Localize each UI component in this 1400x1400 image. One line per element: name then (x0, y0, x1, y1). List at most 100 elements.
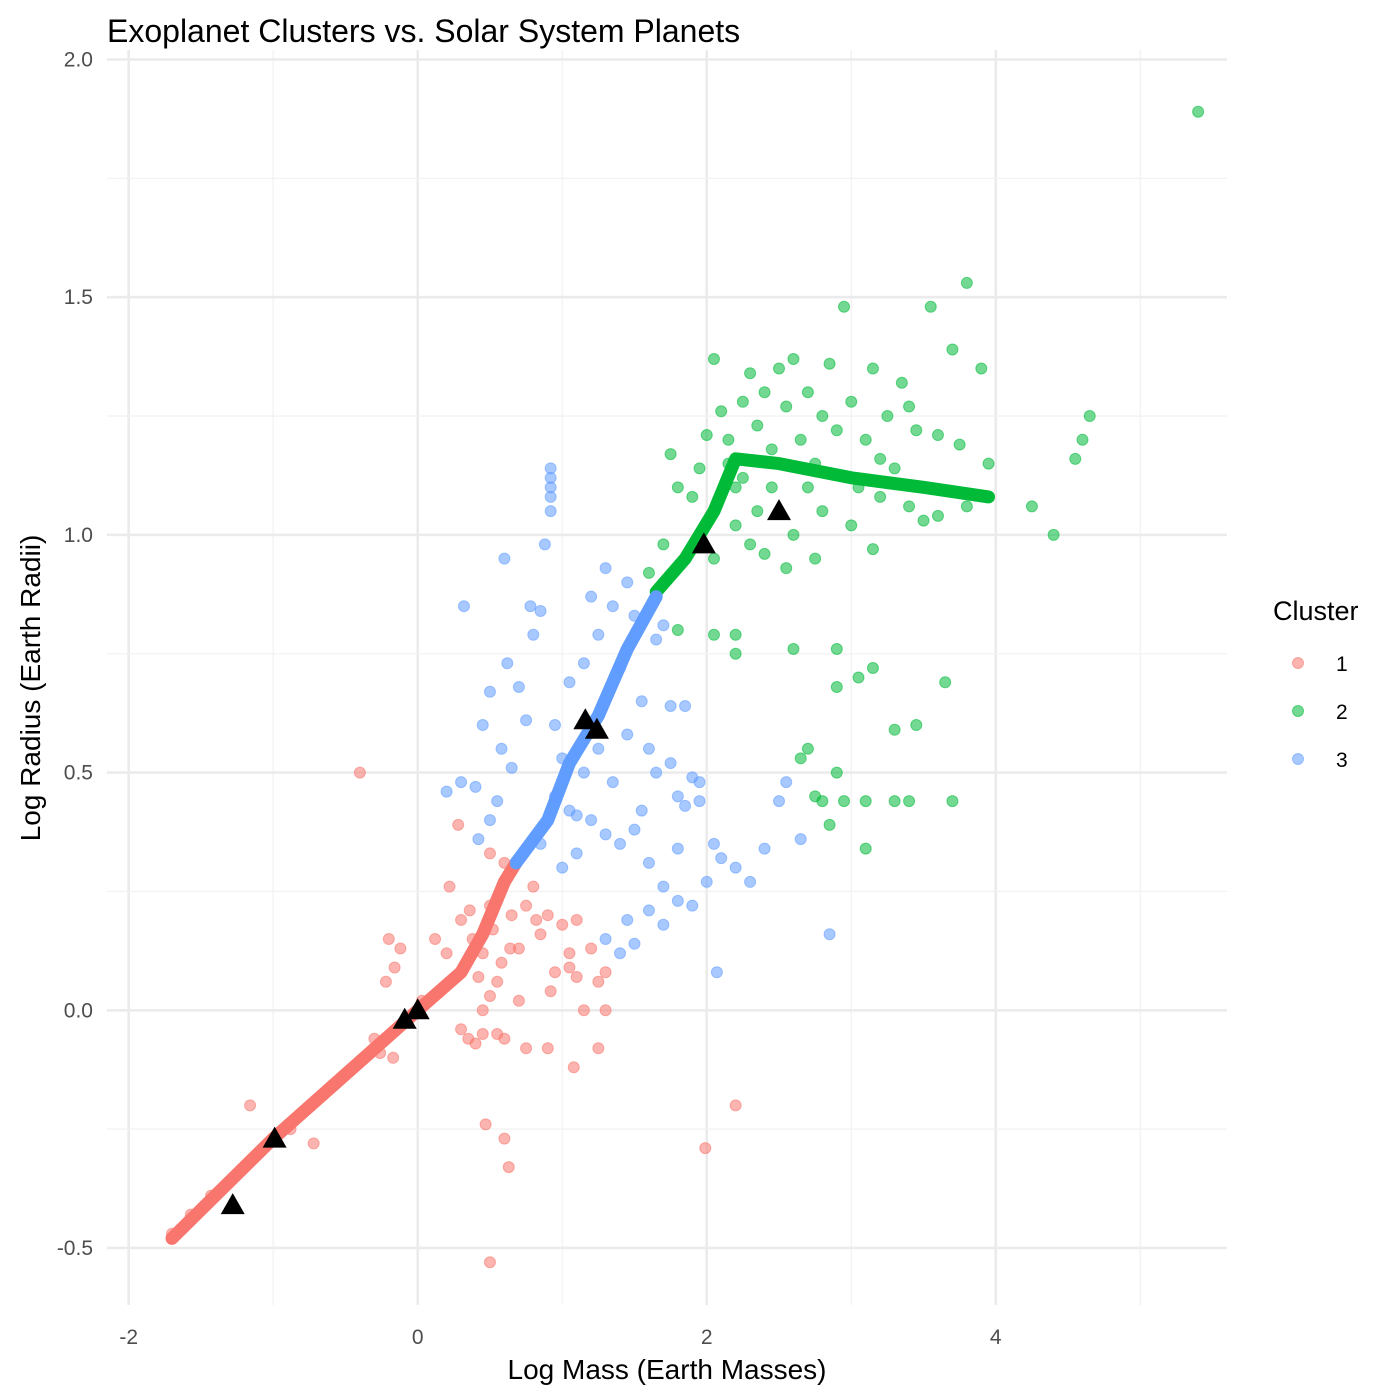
cluster-1-point (379, 975, 392, 988)
cluster-3-point (491, 795, 504, 808)
legend: Cluster 1 2 3 (1273, 596, 1359, 772)
cluster-1-point (479, 1118, 492, 1131)
cluster-2-point (765, 443, 778, 456)
cluster-1-point (556, 918, 569, 931)
cluster-1-point (577, 1004, 590, 1017)
cluster-2-point (773, 362, 785, 375)
chart-title: Exoplanet Clusters vs. Solar System Plan… (107, 13, 740, 49)
cluster-1-point (570, 970, 583, 983)
cluster-3-point (563, 676, 576, 689)
cluster-3-point (650, 633, 663, 646)
cluster-2-point (794, 433, 807, 446)
y-tick-label: 2.0 (64, 49, 93, 72)
cluster-3-point (527, 628, 540, 641)
cluster-1-point (563, 947, 576, 960)
cluster-3-point (592, 742, 605, 755)
cluster-2-point (816, 410, 829, 423)
cluster-2-point (736, 471, 749, 484)
cluster-3-point (657, 918, 670, 931)
cluster-3-point (501, 657, 514, 670)
cluster-1-point (205, 1189, 218, 1202)
cluster-2-point (780, 562, 793, 575)
cluster-3-point (780, 776, 793, 789)
cluster-2-point (931, 429, 944, 442)
x-tick-label: 4 (990, 1326, 1002, 1349)
cluster-3-point (693, 776, 706, 789)
cluster-1-point (455, 913, 468, 926)
cluster-2-point (794, 752, 807, 765)
legend-label-2: 2 (1336, 701, 1348, 724)
cluster-3-point (650, 766, 663, 779)
cluster-2-point (838, 795, 851, 808)
cluster-3-point (715, 852, 728, 865)
cluster-3-point (635, 804, 648, 817)
cluster-2-point (787, 528, 800, 541)
x-tick-label: -2 (119, 1326, 138, 1349)
cluster-1-point (495, 956, 508, 969)
cluster-2-point (736, 395, 749, 408)
cluster-1-point (472, 970, 485, 983)
cluster-1-point (570, 913, 583, 926)
y-tick-label: -0.5 (57, 1237, 93, 1260)
x-tick-label: 2 (701, 1326, 713, 1349)
cluster-1-point (483, 1256, 496, 1269)
cluster-1-point (599, 966, 612, 979)
cluster-3-point (524, 600, 537, 613)
cluster-3-point (710, 966, 723, 979)
cluster-2-point (830, 681, 843, 694)
cluster-3-point (495, 742, 508, 755)
cluster-3-point (585, 814, 598, 827)
cluster-2-point (657, 538, 670, 551)
cluster-3-point (498, 552, 511, 565)
cluster-1-point (429, 932, 442, 945)
y-tick-label: 1.0 (64, 524, 93, 547)
y-tick-label: 0.5 (64, 762, 93, 785)
cluster-3-point (512, 681, 525, 694)
cluster-1-point (505, 909, 518, 922)
cluster-2-point (707, 552, 720, 565)
cluster-1-point (549, 966, 561, 979)
cluster-2-point (801, 481, 814, 494)
cluster-2-point (946, 343, 959, 356)
cluster-1-point (527, 880, 540, 893)
solar-planet-marker (220, 1193, 245, 1215)
cluster-3-point (823, 928, 836, 941)
cluster-3-point (469, 780, 482, 793)
cluster-2-point (679, 552, 692, 565)
cluster-3-point (679, 799, 692, 812)
legend-key-2 (1292, 705, 1304, 717)
solar-planet-marker (573, 708, 598, 730)
cluster-3-point (455, 776, 468, 789)
cluster-1-point (387, 1051, 400, 1064)
cluster-3-point (621, 913, 634, 926)
cluster-3-point (657, 880, 670, 893)
cluster-3-point (635, 695, 648, 708)
cluster-1-point (498, 1132, 511, 1145)
cluster-2-point (1025, 500, 1038, 513)
y-tick-label: 0.0 (64, 999, 93, 1022)
cluster-1-point (483, 990, 496, 1003)
cluster-1-point (252, 1146, 265, 1159)
cluster-3-point (599, 932, 612, 945)
cluster-2-point (780, 400, 793, 413)
cluster-1-point (368, 1032, 381, 1045)
cluster-2-point (975, 362, 988, 375)
x-axis-ticks: -2 0 2 4 (119, 1326, 1002, 1349)
cluster-3-point (657, 619, 670, 632)
cluster-1-point (184, 1208, 197, 1221)
cluster-3-point (729, 861, 742, 874)
cluster-2-point (1069, 452, 1082, 465)
cluster-1-point (699, 1142, 712, 1155)
cluster-2-point (801, 386, 814, 399)
cluster-3-point (621, 728, 634, 741)
grid (107, 50, 1227, 1305)
cluster-2-point (751, 419, 764, 432)
cluster-2-point (758, 386, 771, 399)
cluster-3-point (700, 875, 713, 888)
cluster-3-point (614, 947, 627, 960)
cluster-3-point (457, 600, 470, 613)
cluster-2-point (859, 795, 872, 808)
cluster-1-point (534, 928, 547, 941)
cluster-3-point (520, 714, 533, 727)
